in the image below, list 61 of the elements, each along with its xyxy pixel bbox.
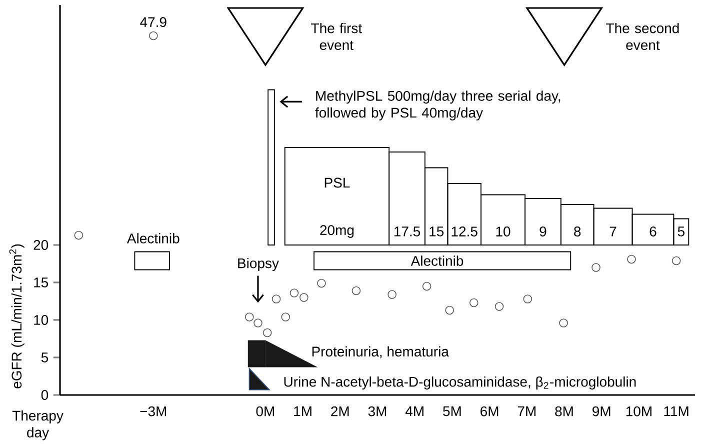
annotation: 10 bbox=[496, 226, 510, 236]
y-axis-title: eGFR (mL/min/1.73m$^{2}$) bbox=[9, 244, 24, 388]
x-tick-label: 11M bbox=[664, 406, 688, 416]
annotation: Biopsy bbox=[238, 258, 279, 272]
x-tick-label: 6M bbox=[480, 406, 498, 416]
annotation: 20mg bbox=[320, 225, 354, 238]
x-tick-label: 5M bbox=[443, 406, 461, 416]
x-tick-label: 1M bbox=[294, 406, 312, 416]
x-tick-label: 9M bbox=[592, 406, 610, 416]
point bbox=[559, 318, 568, 328]
annotation: 15 bbox=[430, 226, 444, 236]
x-tick-label: 10M bbox=[626, 406, 652, 416]
x-tick-label: 2M bbox=[331, 406, 349, 416]
annotation: The first event bbox=[311, 22, 362, 50]
annotation: MethylPSL 500mg/day three serial day, followed by PSL 40mg/day bbox=[315, 90, 560, 120]
point bbox=[523, 294, 532, 304]
x-tick-label: 8M bbox=[555, 406, 573, 416]
point bbox=[244, 312, 254, 322]
annotation: 9 bbox=[540, 226, 546, 236]
annotation: Alectinib bbox=[126, 233, 180, 244]
point bbox=[494, 302, 504, 311]
y-tick-label: 15 bbox=[34, 278, 48, 288]
point bbox=[627, 254, 636, 264]
annotation: The second event bbox=[606, 22, 679, 50]
point bbox=[317, 278, 326, 288]
x-tick-label: 0M bbox=[256, 406, 274, 416]
x-tick-label: 4M bbox=[405, 406, 424, 416]
annotation: 7 bbox=[610, 226, 616, 236]
point bbox=[290, 288, 299, 298]
point bbox=[352, 286, 361, 296]
point bbox=[272, 294, 281, 304]
point bbox=[592, 263, 600, 272]
point bbox=[148, 31, 158, 40]
point bbox=[262, 328, 272, 338]
point bbox=[469, 298, 478, 308]
point bbox=[422, 282, 432, 291]
annotation: 8 bbox=[574, 226, 581, 236]
annotation: Alectinib bbox=[410, 256, 464, 266]
annotation: 12.5 bbox=[452, 226, 478, 236]
point bbox=[388, 290, 396, 299]
annotation: 17.5 bbox=[394, 226, 420, 236]
x-axis-title: Therapy day bbox=[12, 410, 64, 440]
annotation: 5 bbox=[678, 226, 684, 236]
data-label: 47.9 bbox=[140, 17, 166, 28]
point bbox=[254, 318, 262, 328]
x-tick-label: 3M bbox=[368, 406, 386, 416]
point bbox=[445, 306, 454, 315]
x-tick-label: 7M bbox=[518, 406, 536, 416]
annotation: Urine N-acetyl-beta-D-glucosaminidase, β$_{2}$-microglobulin bbox=[284, 376, 636, 390]
y-tick-label: 20 bbox=[34, 240, 48, 250]
point bbox=[300, 293, 308, 302]
x-tick-label: −3M bbox=[140, 406, 166, 416]
point bbox=[672, 256, 681, 266]
y-tick-label: 0 bbox=[41, 390, 48, 400]
point bbox=[74, 230, 84, 240]
annotation: Proteinuria, hematuria bbox=[312, 346, 449, 358]
y-tick-label: 5 bbox=[41, 352, 48, 362]
y-tick-label: 10 bbox=[34, 315, 48, 325]
annotation: 6 bbox=[650, 226, 656, 236]
annotation: PSL bbox=[324, 178, 350, 188]
point bbox=[281, 312, 290, 322]
